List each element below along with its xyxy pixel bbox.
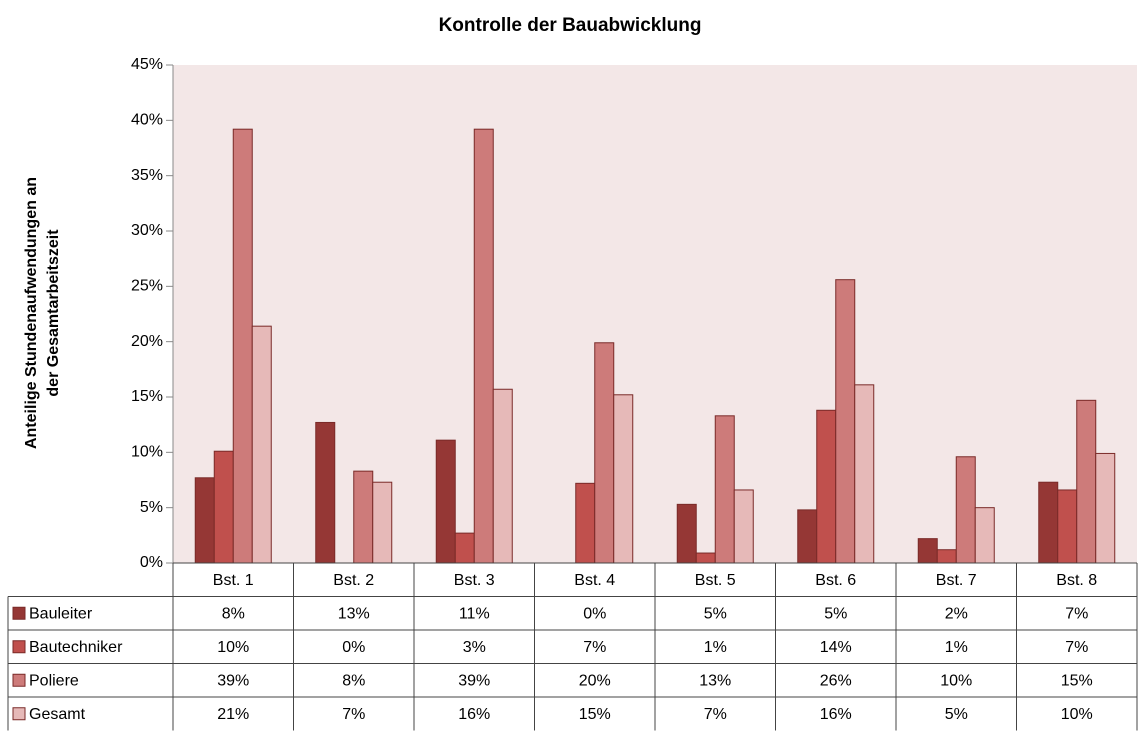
bar — [315, 421, 336, 564]
chart-title: Kontrolle der Bauabwicklung — [439, 15, 702, 36]
table-value: 2% — [945, 605, 968, 622]
bar — [695, 552, 716, 564]
bar — [372, 481, 393, 564]
bar — [955, 456, 976, 564]
table-value: 20% — [579, 672, 611, 689]
bar — [797, 509, 818, 564]
bar — [454, 532, 475, 564]
table-value: 7% — [704, 706, 727, 723]
table-value: 26% — [820, 672, 852, 689]
table-value: 13% — [338, 605, 370, 622]
y-tick-label: 15% — [131, 388, 163, 405]
bar — [251, 325, 272, 564]
table-value: 7% — [1065, 639, 1088, 656]
table-value: 0% — [342, 639, 365, 656]
table-value: 10% — [1061, 706, 1093, 723]
legend-swatch — [12, 707, 26, 721]
table-value: 5% — [824, 605, 847, 622]
bar — [594, 342, 615, 564]
bar — [936, 549, 957, 564]
bar — [917, 538, 938, 564]
y-tick-label: 25% — [131, 278, 163, 295]
bar — [194, 477, 215, 564]
table-value: 16% — [458, 706, 490, 723]
table-value: 1% — [945, 639, 968, 656]
bar — [232, 128, 253, 564]
table-value: 39% — [458, 672, 490, 689]
x-tick-label: Bst. 1 — [213, 572, 254, 589]
bar — [435, 439, 456, 564]
legend-swatch — [12, 606, 26, 620]
y-tick-label: 5% — [140, 499, 163, 516]
x-tick-label: Bst. 7 — [936, 572, 977, 589]
table-value: 1% — [704, 639, 727, 656]
table-value: 0% — [583, 605, 606, 622]
table-value: 15% — [579, 706, 611, 723]
table-value: 7% — [583, 639, 606, 656]
y-tick-label: 30% — [131, 222, 163, 239]
bar — [835, 279, 856, 564]
bar — [473, 128, 494, 564]
table-value: 16% — [820, 706, 852, 723]
table-value: 8% — [342, 672, 365, 689]
y-tick-label: 35% — [131, 167, 163, 184]
bar — [1038, 481, 1059, 564]
bar — [575, 482, 596, 564]
table-value: 8% — [222, 605, 245, 622]
bar — [974, 507, 995, 564]
bar — [676, 503, 697, 564]
y-tick-label: 20% — [131, 333, 163, 350]
y-axis-title-line: der Gesamtarbeitszeit — [45, 229, 62, 397]
bar — [492, 388, 513, 564]
x-tick-label: Bst. 8 — [1056, 572, 1097, 589]
bar — [213, 450, 234, 564]
legend-label: Poliere — [29, 672, 79, 689]
legend-label: Gesamt — [29, 706, 86, 723]
x-tick-label: Bst. 4 — [574, 572, 615, 589]
table-value: 10% — [217, 639, 249, 656]
table-value: 5% — [704, 605, 727, 622]
y-tick-label: 45% — [131, 56, 163, 73]
x-tick-label: Bst. 3 — [454, 572, 495, 589]
table-value: 10% — [940, 672, 972, 689]
table-value: 11% — [459, 605, 490, 622]
legend-swatch — [12, 673, 26, 687]
table-value: 3% — [463, 639, 486, 656]
legend-swatch — [12, 640, 26, 654]
bar — [714, 415, 735, 564]
bar — [1076, 399, 1097, 564]
table-value: 5% — [945, 706, 968, 723]
bar — [1095, 452, 1116, 564]
legend-label: Bautechniker — [29, 639, 123, 656]
y-axis-title: Anteilige Stundenaufwendungen an der Ges… — [23, 177, 62, 449]
y-axis-title-line: Anteilige Stundenaufwendungen an — [23, 177, 40, 449]
table-value: 14% — [820, 639, 852, 656]
x-tick-label: Bst. 5 — [695, 572, 736, 589]
table-value: 21% — [217, 706, 249, 723]
legend-label: Bauleiter — [29, 605, 93, 622]
y-tick-label: 40% — [131, 112, 163, 129]
x-tick-label: Bst. 6 — [815, 572, 856, 589]
table-value: 15% — [1061, 672, 1093, 689]
bar — [816, 409, 837, 564]
table-value: 7% — [1065, 605, 1088, 622]
y-tick-label: 0% — [140, 554, 163, 571]
bar — [733, 489, 754, 564]
table-value: 7% — [342, 706, 365, 723]
y-tick-label: 10% — [131, 444, 163, 461]
table-value: 13% — [699, 672, 731, 689]
bar — [854, 384, 875, 564]
bar — [613, 394, 634, 564]
x-tick-label: Bst. 2 — [333, 572, 374, 589]
bar — [353, 470, 374, 564]
bar — [1057, 489, 1078, 564]
table-value: 39% — [217, 672, 249, 689]
